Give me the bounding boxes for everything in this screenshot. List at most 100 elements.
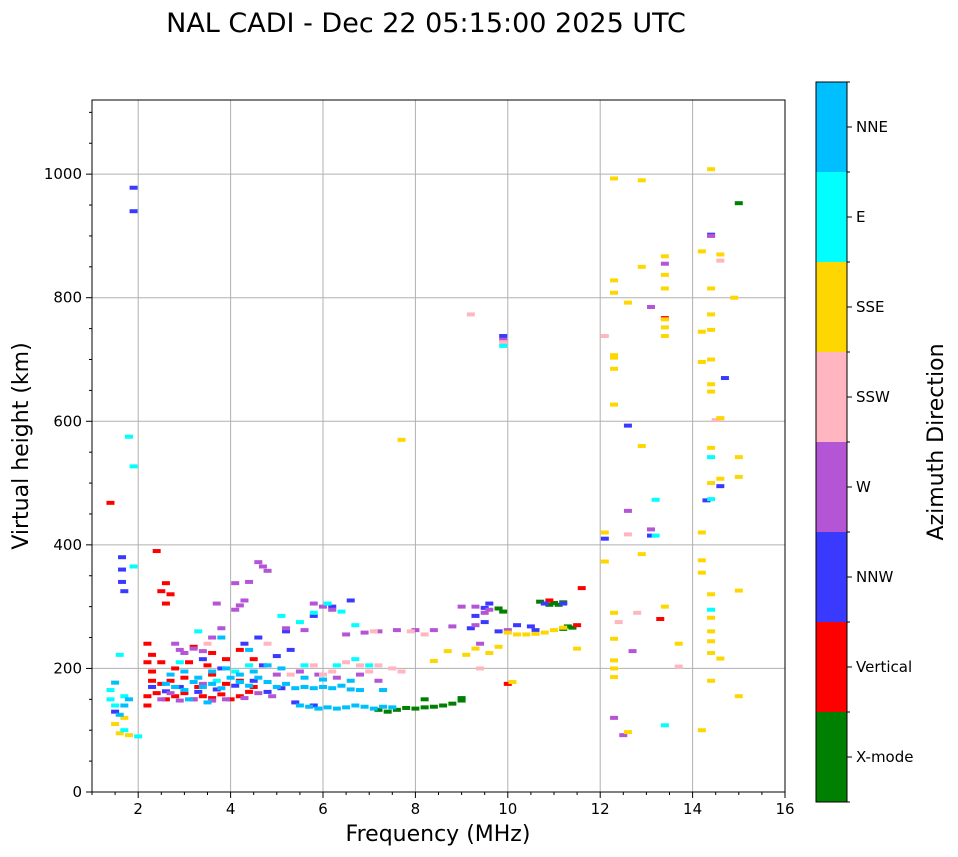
data-point-sse	[462, 652, 471, 657]
data-point-nnw	[471, 613, 480, 618]
x-tick-label: 10	[498, 800, 517, 818]
data-point-ssw	[369, 629, 378, 634]
data-point-sse	[522, 632, 531, 637]
data-point-vertical	[143, 694, 152, 699]
data-point-sse	[531, 631, 540, 636]
data-point-ssw	[309, 663, 318, 668]
x-tick-label: 6	[318, 800, 328, 818]
data-point-nnw	[531, 628, 540, 633]
data-point-vertical	[226, 697, 235, 702]
data-point-w	[623, 508, 632, 513]
data-point-nne	[198, 684, 207, 689]
x-tick-label: 14	[683, 800, 702, 818]
data-point-w	[374, 678, 383, 683]
data-point-x-mode	[374, 707, 383, 712]
data-point-nnw	[249, 678, 258, 683]
data-point-w	[295, 669, 304, 674]
colorbar-segment-nnw	[816, 532, 847, 622]
data-point-nne	[194, 675, 203, 680]
data-point-vertical	[106, 500, 115, 505]
data-point-nnw	[254, 635, 263, 640]
data-point-sse	[707, 481, 716, 486]
data-point-e	[351, 657, 360, 662]
data-point-nne	[379, 688, 388, 693]
data-point-nnw	[647, 533, 656, 538]
data-point-w	[175, 647, 184, 652]
data-point-sse	[716, 416, 725, 421]
data-point-nnw	[263, 689, 272, 694]
data-point-sse	[660, 334, 669, 339]
data-point-sse	[573, 646, 582, 651]
data-point-e	[129, 464, 138, 469]
data-point-nne	[328, 686, 337, 691]
data-point-w	[240, 598, 249, 603]
data-point-w	[175, 698, 184, 703]
data-point-vertical	[249, 657, 258, 662]
data-point-sse	[503, 630, 512, 635]
data-point-sse	[610, 278, 619, 283]
data-point-sse	[660, 272, 669, 277]
data-point-ssw	[600, 334, 609, 339]
y-tick-label: 1000	[44, 165, 82, 183]
data-point-sse	[697, 329, 706, 334]
data-point-sse	[660, 286, 669, 291]
data-point-ssw	[614, 620, 623, 625]
data-point-w	[245, 579, 254, 584]
data-point-x-mode	[457, 696, 466, 701]
data-point-w	[235, 603, 244, 608]
data-point-e	[707, 455, 716, 460]
data-point-w	[328, 607, 337, 612]
data-point-sse	[707, 629, 716, 634]
data-point-w	[499, 337, 508, 342]
data-point-sse	[707, 286, 716, 291]
colorbar-segment-x-mode	[816, 712, 847, 802]
data-point-nne	[115, 712, 124, 717]
data-point-sse	[600, 559, 609, 564]
data-point-e	[365, 663, 374, 668]
data-point-w	[619, 733, 628, 738]
data-point-w	[503, 628, 512, 633]
data-point-x-mode	[392, 707, 401, 712]
data-point-e	[651, 497, 660, 502]
data-point-vertical	[208, 650, 217, 655]
data-point-nne	[254, 675, 263, 680]
data-point-nne	[319, 684, 327, 689]
data-point-w	[208, 698, 217, 703]
data-point-sse	[610, 402, 619, 407]
data-point-sse	[660, 254, 669, 259]
data-point-sse	[397, 437, 406, 442]
x-tick-label: 4	[226, 800, 236, 818]
data-point-nnw	[118, 579, 127, 584]
data-point-sse	[734, 474, 743, 479]
data-point-sse	[707, 615, 716, 620]
y-axis-title: Virtual height (km)	[9, 342, 34, 549]
data-point-nne	[360, 704, 369, 709]
data-point-ssw	[355, 663, 364, 668]
data-point-w	[208, 635, 217, 640]
data-point-e	[332, 663, 341, 668]
data-point-x-mode	[568, 625, 577, 630]
data-point-nnw	[702, 498, 711, 503]
data-point-ssw	[420, 632, 429, 637]
data-point-w	[189, 697, 198, 702]
data-point-sse	[697, 530, 706, 535]
data-point-nnw	[559, 601, 568, 606]
data-point-sse	[124, 733, 133, 738]
data-point-nne	[314, 706, 323, 711]
data-point-nne	[369, 706, 378, 711]
data-point-w	[480, 610, 489, 615]
data-point-x-mode	[494, 606, 503, 611]
data-point-nne	[185, 697, 194, 702]
data-point-nnw	[258, 663, 267, 668]
data-point-vertical	[180, 691, 189, 696]
data-point-x-mode	[734, 201, 743, 206]
data-point-e	[660, 723, 669, 728]
data-point-nne	[217, 635, 226, 640]
y-tick-label: 600	[53, 412, 82, 430]
data-point-nnw	[346, 598, 355, 603]
data-point-nne	[300, 684, 309, 689]
data-point-nnw	[480, 620, 489, 625]
data-point-w	[157, 697, 166, 702]
data-point-nne	[282, 681, 291, 686]
x-tick-label: 12	[591, 800, 610, 818]
